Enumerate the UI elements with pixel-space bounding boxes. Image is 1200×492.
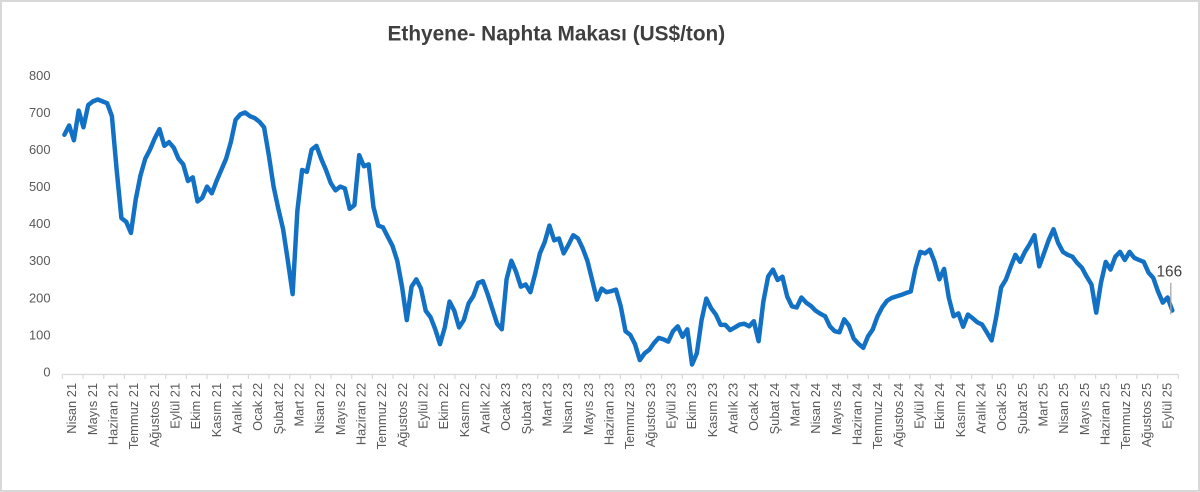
x-tick-label: Nisan 22 <box>312 383 327 434</box>
x-tick-label: Ocak 24 <box>746 383 761 431</box>
last-value-data-label: 166 <box>1157 264 1183 281</box>
x-tick-label: Ağustos 23 <box>643 383 658 447</box>
x-tick-label: Temmuz 24 <box>870 383 885 450</box>
x-tick-label: Haziran 23 <box>601 383 616 445</box>
x-tick-label: Aralık 24 <box>973 383 988 434</box>
x-tick-label: Ocak 23 <box>498 383 513 431</box>
x-tick-label: Ağustos 21 <box>147 383 162 447</box>
x-tick-label: Nisan 21 <box>64 383 79 434</box>
x-tick-label: Kasım 24 <box>953 383 968 437</box>
x-tick-label: Haziran 24 <box>849 383 864 445</box>
x-tick-label: Nisan 23 <box>560 383 575 434</box>
x-tick-label: Şubat 24 <box>767 383 782 435</box>
x-tick-label: Temmuz 25 <box>1118 383 1133 450</box>
y-tick-label: 300 <box>29 253 50 268</box>
y-tick-label: 200 <box>29 290 50 305</box>
x-tick-label: Eylül 24 <box>911 383 926 429</box>
x-tick-label: Kasım 21 <box>209 383 224 437</box>
x-tick-label: Ekim 22 <box>436 383 451 430</box>
x-tick-label: Eylül 22 <box>416 383 431 429</box>
y-tick-label: 400 <box>29 216 50 231</box>
x-tick-label: Mart 25 <box>1035 383 1050 427</box>
y-tick-label: 800 <box>29 68 50 83</box>
x-tick-label: Haziran 22 <box>354 383 369 445</box>
x-tick-label: Haziran 21 <box>106 383 121 445</box>
y-tick-label: 100 <box>29 327 50 342</box>
x-tick-label: Mayıs 22 <box>333 383 348 435</box>
x-tick-label: Temmuz 21 <box>126 383 141 450</box>
x-tick-label: Haziran 25 <box>1097 383 1112 445</box>
x-tick-label: Mayıs 25 <box>1077 383 1092 435</box>
x-tick-label: Mayıs 23 <box>581 383 596 435</box>
y-tick-label: 700 <box>29 105 50 120</box>
x-tick-label: Ağustos 25 <box>1139 383 1154 447</box>
x-tick-label: Ocak 22 <box>250 383 265 431</box>
x-tick-label: Ocak 25 <box>994 383 1009 431</box>
chart-title: Ethyene- Naphta Makası (US$/ton) <box>388 23 726 46</box>
x-tick-label: Mart 23 <box>539 383 554 427</box>
y-axis-tick-labels: 0 100 200 300 400 500 600 700 800 <box>29 68 50 380</box>
x-tick-label: Şubat 23 <box>519 383 534 435</box>
x-tick-label: Mart 24 <box>787 383 802 427</box>
x-tick-label: Temmuz 23 <box>622 383 637 450</box>
x-tick-label: Aralık 22 <box>478 383 493 434</box>
x-tick-label: Şubat 22 <box>271 383 286 435</box>
x-tick-label: Ekim 21 <box>188 383 203 430</box>
y-tick-label: 600 <box>29 142 50 157</box>
x-tick-label: Ağustos 24 <box>891 383 906 447</box>
x-tick-label: Mayıs 24 <box>829 383 844 435</box>
x-axis <box>61 373 1179 379</box>
x-tick-label: Ağustos 22 <box>395 383 410 447</box>
x-axis-tick-labels: Nisan 21 Mayıs 21 Haziran 21 Temmuz 21 Ağust… <box>64 383 1174 450</box>
x-tick-label: Ekim 23 <box>684 383 699 430</box>
x-tick-label: Ekim 24 <box>932 383 947 430</box>
x-tick-label: Eylül 21 <box>168 383 183 429</box>
x-tick-label: Kasım 23 <box>705 383 720 437</box>
y-tick-label: 0 <box>43 364 50 379</box>
x-tick-label: Eylül 23 <box>663 383 678 429</box>
x-tick-label: Aralık 23 <box>725 383 740 434</box>
x-tick-label: Kasım 22 <box>457 383 472 437</box>
x-tick-label: Eylül 25 <box>1159 383 1174 429</box>
x-tick-label: Mart 22 <box>292 383 307 427</box>
y-tick-label: 500 <box>29 179 50 194</box>
x-tick-label: Temmuz 22 <box>374 383 389 450</box>
x-tick-label: Nisan 24 <box>808 383 823 434</box>
x-tick-label: Nisan 25 <box>1056 383 1071 434</box>
series-line <box>62 97 1175 367</box>
x-tick-label: Şubat 25 <box>1015 383 1030 435</box>
x-tick-label: Aralık 21 <box>230 383 245 434</box>
x-tick-label: Mayıs 21 <box>85 383 100 435</box>
